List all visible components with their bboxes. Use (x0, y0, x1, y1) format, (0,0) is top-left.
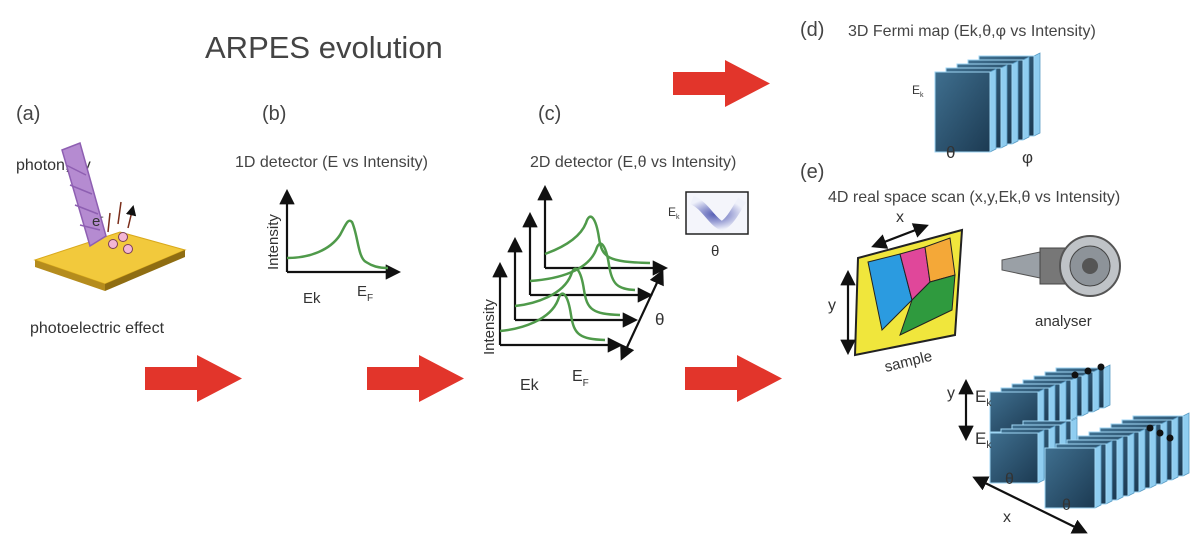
title: ARPES evolution (205, 30, 443, 65)
energy-symbol: E (975, 387, 986, 406)
slab-side (990, 69, 996, 152)
fermi-symbol: E (357, 283, 367, 300)
slab-side (1117, 437, 1123, 500)
process-arrow (145, 355, 242, 402)
fermi-label: EF (357, 283, 373, 304)
sample-y: y (828, 297, 836, 314)
electron (124, 245, 133, 254)
caption: photoelectric effect (30, 320, 165, 337)
process-arrow (685, 355, 782, 402)
slab-side (1071, 377, 1077, 420)
slab-side (1128, 433, 1134, 496)
slab-side (1012, 61, 1018, 144)
slab-side (1034, 53, 1040, 136)
slab-face (990, 433, 1038, 483)
panel-heading: 2D detector (E,θ vs Intensity) (530, 154, 736, 171)
slab-side (1023, 57, 1029, 140)
spectrum-curve (287, 221, 388, 268)
energy-symbol: E (668, 205, 676, 219)
electron (119, 233, 128, 242)
theta-label: θ (1005, 471, 1014, 488)
slab-side (1104, 365, 1110, 408)
emission-arrows (108, 202, 133, 232)
energy-symbol: E (975, 429, 986, 448)
theta-label: θ (1062, 497, 1071, 514)
panel-label: (d) (800, 19, 824, 41)
panel-label: (b) (262, 103, 286, 125)
map-y: y (947, 385, 955, 402)
slab-side (1060, 381, 1066, 424)
scan-blocks (990, 365, 1189, 508)
spectrum-curve (545, 217, 650, 263)
slab-side (1139, 429, 1145, 492)
slab-side (1183, 413, 1189, 476)
panel-heading: 3D Fermi map (Ek,θ,φ vs Intensity) (848, 23, 1096, 40)
diagram: ARPES evolution (a) photon, hv e- photoe… (0, 0, 1203, 536)
slab-side (1106, 441, 1112, 504)
energy-subscript: k (920, 92, 924, 99)
slab-side (1150, 425, 1156, 488)
angle-label: θ (655, 310, 664, 329)
spectra-stack (500, 188, 665, 345)
fermi-subscript: F (367, 293, 373, 304)
panel-label: (e) (800, 161, 824, 183)
energy-symbol: E (912, 83, 920, 97)
map-x: x (1003, 509, 1011, 526)
phi-label: φ (1022, 148, 1033, 167)
y-axis-label: Intensity (265, 214, 282, 270)
panel-label: (c) (538, 103, 561, 125)
fermi-label: EF (572, 368, 589, 389)
slab-side (1095, 445, 1101, 508)
process-arrow (673, 60, 770, 107)
inset-energy: Ek (668, 205, 680, 221)
panel-label: (a) (16, 103, 40, 125)
panel-heading: 4D real space scan (x,y,Ek,θ vs Intensit… (828, 189, 1120, 206)
theta-label: θ (946, 143, 955, 162)
slab-side (1038, 430, 1044, 483)
slab-face (935, 72, 990, 152)
analyser-illustration (1002, 236, 1120, 296)
electron (109, 240, 118, 249)
fermi-map-block (935, 53, 1040, 152)
analyser-label: analyser (1035, 313, 1092, 330)
energy-label: Ek (912, 83, 924, 99)
inset-angle: θ (711, 243, 719, 260)
fermi-subscript: F (583, 378, 589, 389)
x-axis-label: Ek (303, 290, 321, 307)
energy-label: Ek (975, 387, 992, 409)
x-axis-label: Ek (520, 377, 540, 394)
electron-charge: - (100, 212, 103, 223)
slab-side (1082, 373, 1088, 416)
sample-label: sample (883, 348, 934, 376)
sample-x: x (896, 209, 904, 226)
y-axis-label: Intensity (481, 299, 498, 355)
electron-symbol: e (92, 213, 100, 230)
fermi-symbol: E (572, 368, 583, 385)
panel-heading: 1D detector (E vs Intensity) (235, 154, 428, 171)
slab-side (1093, 369, 1099, 412)
process-arrow (367, 355, 464, 402)
sample-plate (35, 232, 185, 284)
slab-side (1172, 417, 1178, 480)
energy-subscript: k (676, 214, 680, 221)
slab-side (1001, 65, 1007, 148)
